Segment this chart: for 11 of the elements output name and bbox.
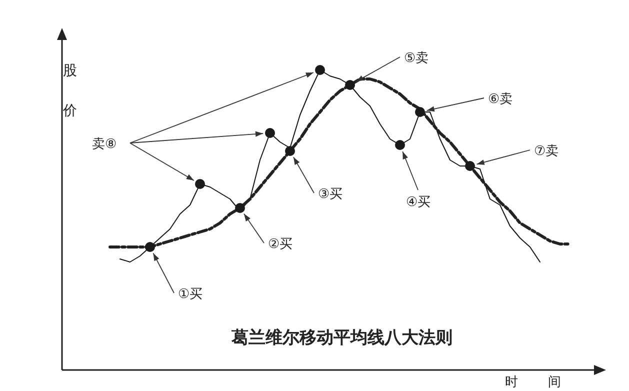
text: 葛兰维尔移动平均线八大法则 [230,328,452,348]
x-axis-title: 时间 [505,375,591,390]
annotation: 卖⑧ [92,137,117,152]
annotation: ⑥卖 [488,92,513,107]
annotation: ①买 [178,287,203,302]
annotation: ③买 [318,187,343,202]
annotation: ⑦卖 [534,144,559,159]
annotation: ②买 [268,237,293,252]
text: ⑤卖 [404,51,429,66]
annotation: ④买 [406,195,431,210]
text: 股价 [63,63,77,119]
